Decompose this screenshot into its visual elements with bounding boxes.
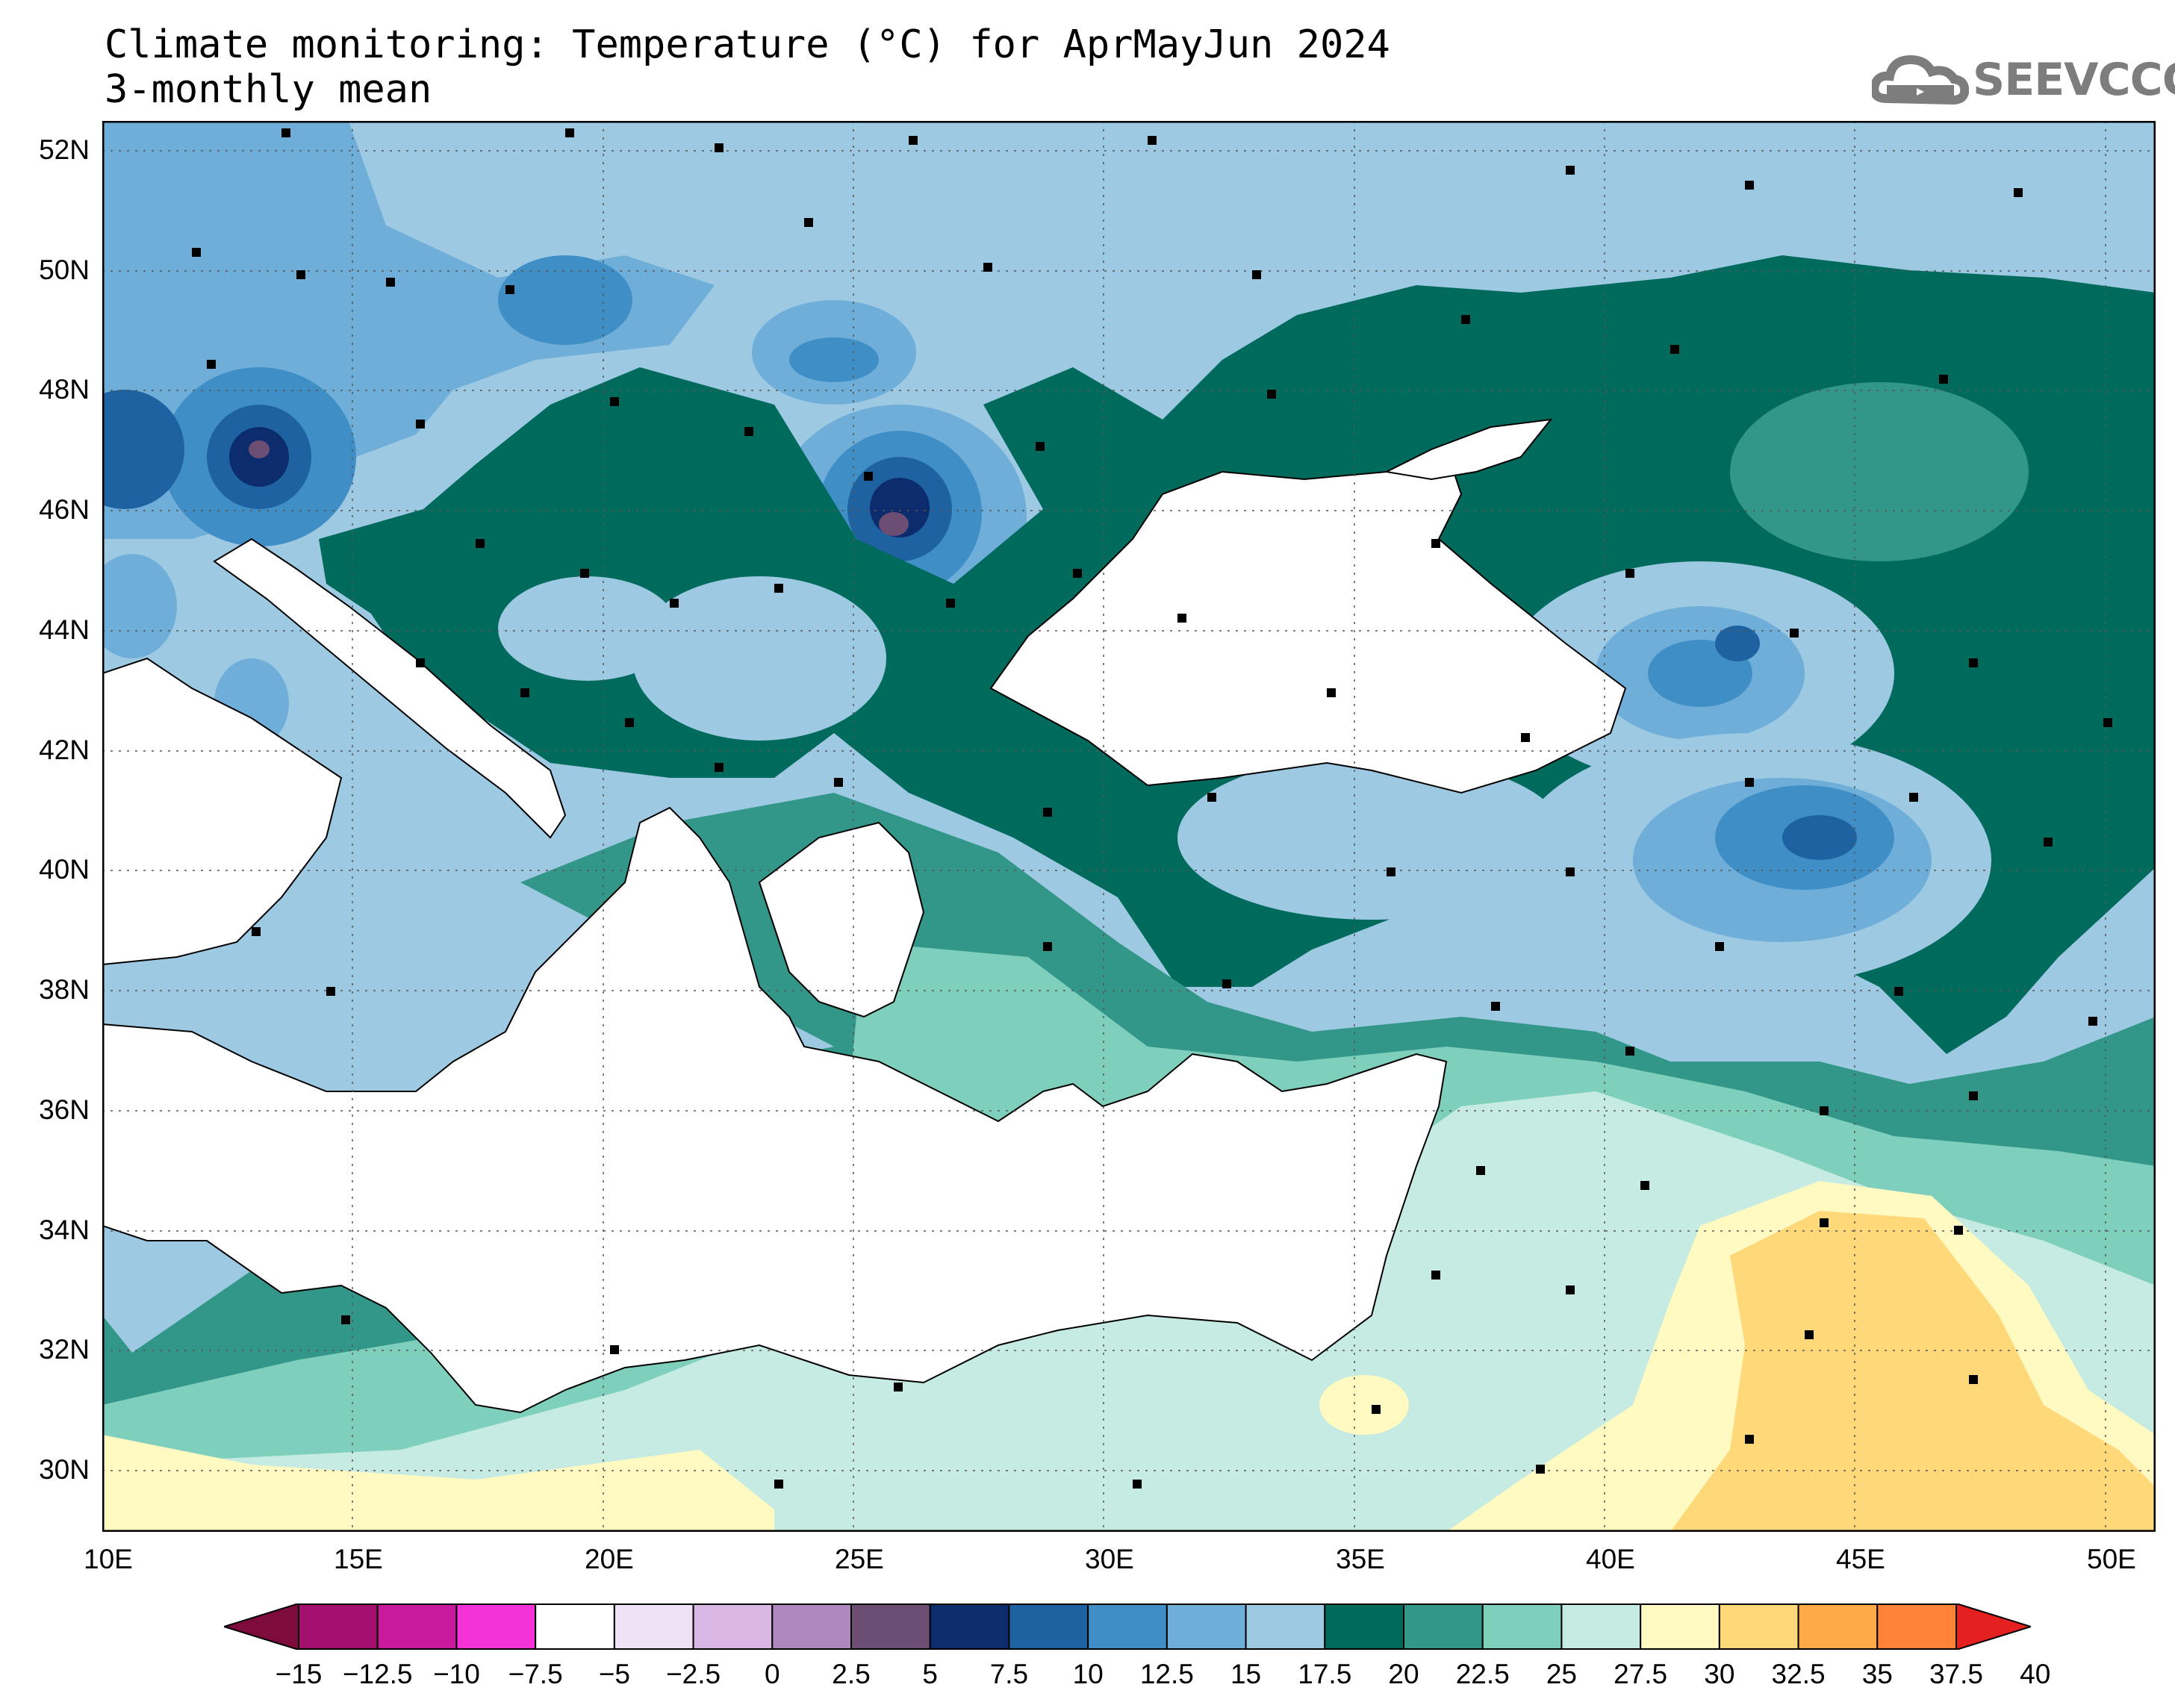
graticule xyxy=(102,121,2156,1532)
colorbar-label: 35 xyxy=(1861,1659,1893,1689)
lon-label: 10E xyxy=(84,1544,133,1574)
colorbar-swatch xyxy=(1166,1603,1247,1650)
colorbar-label: 5 xyxy=(922,1659,938,1689)
lon-label: 30E xyxy=(1085,1544,1134,1574)
balkan-cool xyxy=(632,576,886,741)
colorbar-swatch xyxy=(298,1603,379,1650)
lon-label: 15E xyxy=(334,1544,383,1574)
lon-label: 20E xyxy=(585,1544,634,1574)
colorbar-label: 17.5 xyxy=(1298,1659,1352,1689)
band-east-patch xyxy=(1730,382,2029,561)
colorbar-swatch xyxy=(535,1603,615,1650)
colorbar-high-triangle xyxy=(1955,1603,2031,1650)
colorbar-swatch xyxy=(1797,1603,1879,1650)
colorbar-label: 27.5 xyxy=(1614,1659,1668,1689)
lat-label: 44N xyxy=(39,614,90,645)
colorbar-swatch xyxy=(1481,1603,1563,1650)
lon-label: 25E xyxy=(835,1544,884,1574)
mediterranean xyxy=(102,806,1448,1414)
colorbar-swatch xyxy=(1640,1603,1720,1650)
colorbar-label: 25 xyxy=(1546,1659,1577,1689)
map-title: Climate monitoring: Temperature (°C) for… xyxy=(105,22,1390,112)
colorbar-swatch xyxy=(1245,1603,1326,1650)
colorbar-label: 15 xyxy=(1230,1659,1262,1689)
colorbar-swatch xyxy=(1561,1603,1642,1650)
colorbar-swatch xyxy=(455,1603,537,1650)
lat-label: 46N xyxy=(39,494,90,525)
colorbar-swatch xyxy=(613,1603,694,1650)
colorbar-label: 40 xyxy=(2020,1659,2051,1689)
lat-label: 50N xyxy=(39,255,90,285)
colorbar-label: −10 xyxy=(433,1659,480,1689)
colorbar-swatch xyxy=(850,1603,931,1650)
colorbar-label: 20 xyxy=(1388,1659,1419,1689)
temperature-map xyxy=(102,121,2156,1532)
cool-regions xyxy=(102,121,1027,748)
lat-label: 42N xyxy=(39,735,90,765)
lat-label: 52N xyxy=(39,134,90,165)
colorbar-label: 0 xyxy=(764,1659,780,1689)
colorbar-swatch xyxy=(771,1603,852,1650)
colorbar-label: −15 xyxy=(275,1659,323,1689)
colorbar-label: 32.5 xyxy=(1771,1659,1826,1689)
colorbar-swatch xyxy=(692,1603,774,1650)
aegean xyxy=(758,821,925,1018)
lat-label: 34N xyxy=(39,1215,90,1245)
lon-label: 35E xyxy=(1336,1544,1385,1574)
band-30-32 xyxy=(1670,1211,2156,1532)
colorbar-low-triangle xyxy=(224,1603,299,1650)
colorbar-label: 30 xyxy=(1704,1659,1735,1689)
colorbar-label: −2.5 xyxy=(666,1659,721,1689)
colorbar-label: −5 xyxy=(598,1659,630,1689)
colorbar-swatch xyxy=(1087,1603,1168,1650)
colorbar-label: 2.5 xyxy=(832,1659,871,1689)
colorbar-label: 10 xyxy=(1072,1659,1104,1689)
lat-label: 48N xyxy=(39,374,90,405)
lat-label: 36N xyxy=(39,1094,90,1125)
lon-label: 50E xyxy=(2087,1544,2136,1574)
sinai-warm xyxy=(1319,1375,1409,1435)
colorbar-label: 7.5 xyxy=(989,1659,1029,1689)
colorbar-swatch xyxy=(1403,1603,1484,1650)
station-markers xyxy=(192,128,2112,1489)
colorbar-label: 37.5 xyxy=(1929,1659,1983,1689)
colorbar-swatch xyxy=(1008,1603,1089,1650)
title-line-2: 3-monthly mean xyxy=(105,67,432,112)
colorbar-swatch xyxy=(376,1603,458,1650)
colorbar-swatch xyxy=(1876,1603,1957,1650)
lat-label: 32N xyxy=(39,1334,90,1365)
cloud-icon xyxy=(1870,54,1970,105)
colorbar-label: 12.5 xyxy=(1139,1659,1194,1689)
lon-label: 45E xyxy=(1836,1544,1885,1574)
lat-label: 38N xyxy=(39,974,90,1005)
lat-label: 40N xyxy=(39,854,90,885)
colorbar-label: −7.5 xyxy=(508,1659,563,1689)
sahara-27-30 xyxy=(102,1435,774,1532)
colorbar xyxy=(224,1603,2031,1650)
lat-label: 30N xyxy=(39,1454,90,1485)
colorbar-swatch xyxy=(1718,1603,1799,1650)
lon-label: 40E xyxy=(1586,1544,1635,1574)
colorbar-swatch xyxy=(929,1603,1010,1650)
title-line-1: Climate monitoring: Temperature (°C) for… xyxy=(105,22,1390,67)
logo-text: SEEVCCC xyxy=(1973,54,2175,106)
tyrrhenian xyxy=(102,657,343,966)
colorbar-swatch xyxy=(1324,1603,1405,1650)
black-sea xyxy=(989,448,1627,794)
adriatic xyxy=(213,537,567,839)
seevccc-logo: SEEVCCC xyxy=(1870,46,2175,113)
seas xyxy=(102,418,1627,1414)
colorbar-label: −12.5 xyxy=(342,1659,413,1689)
azov-sea xyxy=(1384,418,1553,481)
map-frame xyxy=(102,121,2156,1532)
colorbar-label: 22.5 xyxy=(1455,1659,1510,1689)
